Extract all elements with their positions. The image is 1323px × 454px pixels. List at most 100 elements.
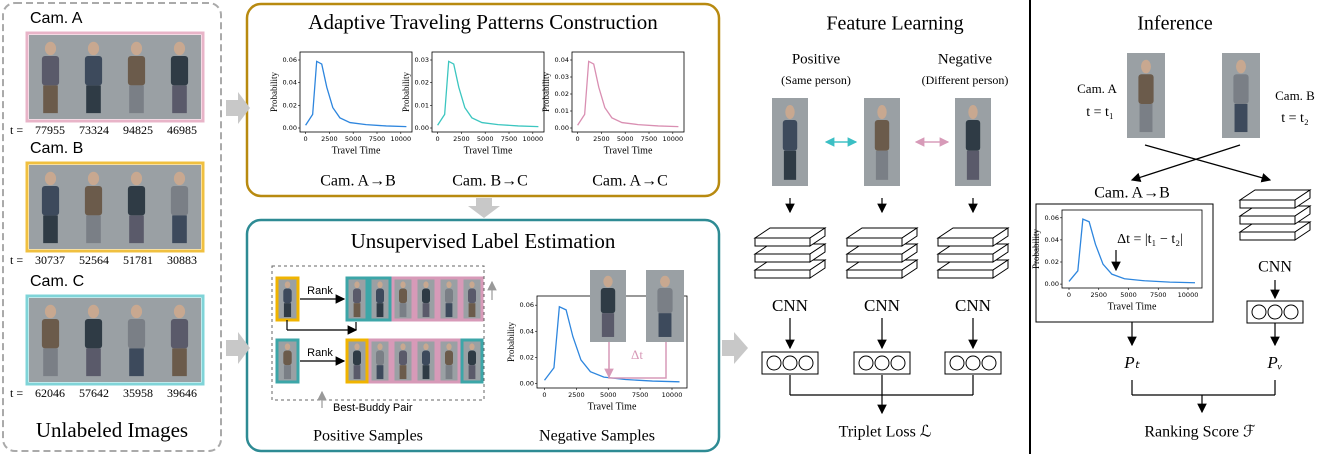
photo-legs [43, 85, 58, 114]
x-tick-label: 7500 [369, 135, 386, 143]
photo-head [446, 281, 452, 289]
curve [577, 60, 679, 128]
photo-body [468, 350, 476, 366]
photo-head [785, 105, 795, 120]
cnn-layer-edge [1294, 221, 1311, 241]
x-tick-label: 2500 [321, 135, 338, 143]
cnn-layer-side [754, 269, 811, 279]
photo-head [1141, 59, 1151, 74]
photo-head [173, 41, 186, 56]
y-tick-label: 0.02 [283, 101, 297, 109]
feature-unit [766, 355, 782, 371]
photo-legs [399, 365, 407, 380]
buddy-box [271, 265, 485, 401]
x-tick-label: 0 [1067, 291, 1071, 299]
photo-legs [422, 365, 430, 380]
photo-body [422, 350, 430, 366]
photo-head [603, 275, 613, 288]
y-tick-label: 0.01 [415, 101, 429, 109]
photo-legs [129, 85, 144, 114]
photo-body [127, 319, 146, 349]
cnn-layer-side [1239, 231, 1296, 241]
cnn-layer-edge [1294, 189, 1311, 209]
caption: Positive Samples [313, 428, 423, 445]
x-tick-label: 0 [436, 135, 440, 143]
photo-head [173, 171, 186, 186]
photo-legs [129, 348, 144, 377]
photo-body [422, 288, 430, 304]
photo-head [377, 343, 383, 351]
feature-unit [890, 355, 906, 371]
cnn-layer-edge [809, 227, 826, 247]
feature-unit [1267, 304, 1283, 320]
camera-label: Cam. A [1077, 81, 1117, 96]
photo-body [657, 288, 673, 314]
cnn-layer-side [846, 237, 903, 247]
photo-legs [445, 303, 453, 318]
rank-label: Rank [307, 347, 333, 359]
photo-body [1138, 74, 1154, 104]
x-tick-label: 7500 [641, 135, 658, 143]
y-tick-label: 0.03 [415, 56, 429, 64]
x-tick-label: 2500 [1090, 291, 1107, 299]
photo-legs [376, 365, 384, 380]
plot-frame [571, 51, 685, 133]
section-title: Adaptive Traveling Patterns Construction [308, 10, 658, 34]
photo-head [423, 343, 429, 351]
cnn-layer-side [754, 253, 811, 263]
feature-unit [949, 355, 965, 371]
time-value: 46985 [167, 123, 197, 137]
time-label: t = [10, 386, 23, 400]
caption: Negative Samples [539, 428, 655, 445]
photo-body [782, 120, 798, 151]
flow-arrow [226, 332, 250, 364]
y-tick-label: 0.02 [415, 79, 429, 87]
x-tick-label: 2500 [568, 391, 585, 399]
cnn-layer-edge [809, 259, 826, 279]
y-tick-label: 0.02 [520, 353, 534, 361]
delta-label: Δt = |t₁ − t₂| [1117, 232, 1183, 247]
camera-label: Cam. A [30, 10, 83, 27]
time-value: 39646 [167, 386, 197, 400]
time-value: 73324 [79, 123, 109, 137]
time-value: 52564 [79, 253, 109, 267]
y-tick-label: 0.04 [555, 56, 569, 64]
cnn-layer-edge [992, 243, 1009, 263]
x-tick-label: 5000 [345, 135, 362, 143]
x-axis-label: Travel Time [588, 401, 637, 412]
x-tick-label: 5000 [477, 135, 494, 143]
photo-legs [468, 365, 476, 380]
photo-head [469, 343, 475, 351]
time-value: 30737 [35, 253, 65, 267]
estimation-box [245, 218, 721, 453]
cnn-layer-side [846, 269, 903, 279]
feature-unit [798, 355, 814, 371]
x-axis-label: Travel Time [332, 145, 381, 156]
y-axis-label: Probability [269, 72, 279, 112]
photo-body [874, 120, 890, 151]
time-value: 94825 [123, 123, 153, 137]
photo-legs [86, 215, 101, 244]
section-title: Inference [1137, 13, 1213, 35]
photo-legs [86, 348, 101, 377]
photo-head [173, 304, 186, 319]
photo-body [84, 319, 103, 349]
buddy-label: Best-Buddy Pair [333, 402, 413, 414]
delta-label: Δt [631, 347, 643, 362]
plot-caption: Cam. A→C [592, 173, 668, 190]
camera-frame [25, 294, 205, 386]
photo-body [170, 319, 189, 349]
y-tick-label: 0.02 [1045, 258, 1059, 266]
camera-label: Cam. C [30, 273, 84, 290]
photo-head [87, 304, 100, 319]
photo-head [354, 281, 360, 289]
cnn-layer-edge [992, 227, 1009, 247]
time-label: t = t₂ [1281, 111, 1309, 126]
photo-legs [43, 348, 58, 377]
section-title: Unlabeled Images [36, 418, 188, 442]
photo-body [127, 186, 146, 216]
camera-frame [25, 161, 205, 253]
time-label: t = [10, 123, 23, 137]
x-tick-label: 5000 [1120, 291, 1137, 299]
photo-body [399, 288, 407, 304]
